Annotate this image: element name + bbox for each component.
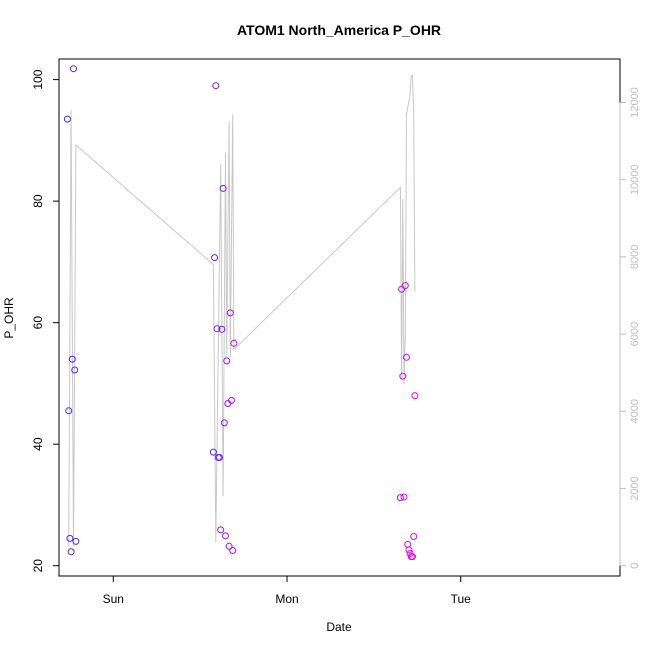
data-point [405,546,413,554]
data-point [70,65,77,73]
point-series [63,65,419,561]
data-point [219,184,227,192]
data-point [396,494,404,502]
y-tick-label: 20 [31,559,45,573]
data-point [228,396,235,404]
data-point [65,407,73,415]
y2-tick-label: 6000 [629,322,641,346]
data-point [225,542,233,550]
data-point [211,254,219,262]
data-point [399,372,407,380]
x-tick-label: Sun [103,592,124,606]
y-tick-label: 60 [31,316,45,330]
y2-tick-label: 8000 [629,245,641,269]
data-point [71,366,79,374]
data-point [72,537,80,545]
data-point [66,534,74,542]
y-axis-label: P_OHR [2,297,16,339]
data-point [222,532,229,540]
data-point [67,548,75,556]
data-point [409,553,416,561]
data-point [217,526,225,534]
chart-title: ATOM1 North_America P_OHR [237,22,441,38]
data-point [220,419,228,427]
y-tick-label: 80 [31,194,45,208]
data-point [213,325,221,333]
data-point [398,285,406,293]
y2-tick-label: 10000 [629,164,641,195]
x-tick-label: Mon [275,592,298,606]
data-point [63,115,71,123]
y2-tick-label: 4000 [629,399,641,423]
bottom-axis: Sun Mon Tue [103,576,472,606]
left-axis: 20 40 60 80 100 [31,69,60,573]
y-tick-label: 40 [31,437,45,451]
data-point [68,355,76,363]
data-point [218,325,226,333]
data-point [230,339,238,347]
y2-tick-label: 0 [629,563,641,569]
data-point [410,533,418,540]
data-point [209,448,217,456]
y-tick-label: 100 [31,69,45,89]
x-axis-label: Date [326,620,352,634]
line-series [68,75,416,547]
data-point [212,82,220,90]
right-axis: 0 2000 4000 6000 8000 10000 12000 [619,87,641,569]
data-point [223,357,231,365]
data-point [411,392,419,400]
data-point [400,493,408,501]
y2-tick-label: 2000 [629,476,641,500]
data-point [216,454,223,461]
data-point [226,309,234,317]
data-point [401,282,409,290]
data-point [403,353,410,361]
x-tick-label: Tue [451,592,472,606]
series-line [68,75,416,547]
y2-tick-label: 12000 [629,87,641,118]
data-point [229,547,237,554]
